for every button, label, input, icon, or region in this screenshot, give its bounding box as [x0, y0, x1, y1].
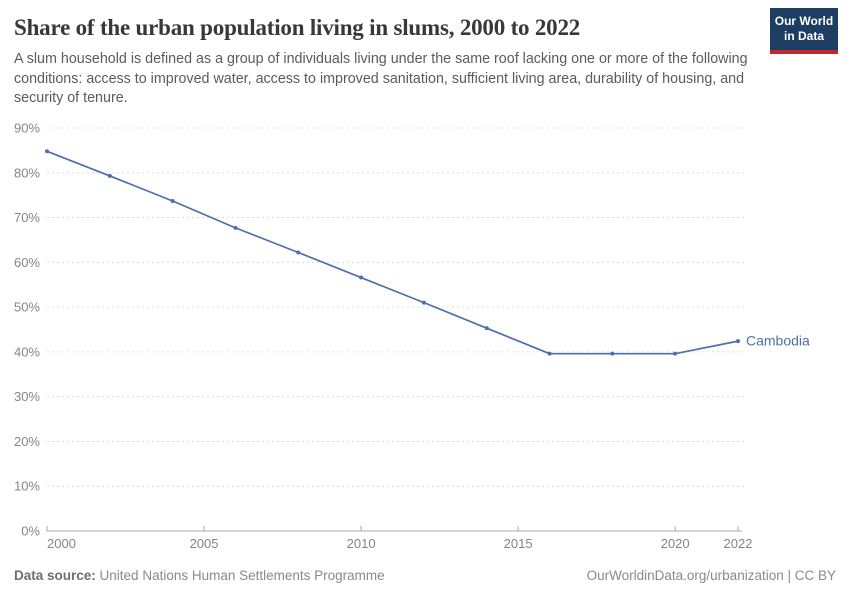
data-point — [421, 300, 426, 305]
license-note: OurWorldinData.org/urbanization | CC BY — [586, 568, 836, 583]
y-axis-label: 10% — [14, 479, 40, 494]
x-axis-label: 2000 — [47, 536, 76, 551]
y-axis-label: 40% — [14, 344, 40, 359]
owid-logo-red-bar — [770, 50, 838, 54]
chart-footer: Data source: United Nations Human Settle… — [14, 568, 836, 583]
owid-logo: Our World in Data — [770, 8, 838, 54]
y-axis-label: 20% — [14, 434, 40, 449]
data-source-value: United Nations Human Settlements Program… — [99, 568, 385, 583]
x-axis-label: 2015 — [504, 536, 533, 551]
series-end-label: Cambodia — [746, 333, 810, 349]
y-axis-label: 50% — [14, 300, 40, 315]
x-axis-label: 2022 — [724, 536, 753, 551]
data-point — [107, 173, 112, 178]
x-axis-label: 2005 — [190, 536, 219, 551]
data-point — [610, 351, 615, 356]
y-axis-label: 90% — [14, 121, 40, 136]
y-axis-label: 70% — [14, 210, 40, 225]
x-axis-label: 2010 — [347, 536, 376, 551]
chart-canvas: 0% 10% 20% 30% 40% 50% 60% 70% 80% 90% 2000 2005 201… — [14, 121, 810, 552]
owid-logo-line2: in Data — [783, 29, 824, 43]
chart-title: Share of the urban population living in … — [14, 15, 581, 40]
data-point — [170, 198, 175, 203]
y-axis-label: 80% — [14, 165, 40, 180]
y-axis-label: 0% — [21, 524, 40, 539]
data-source-note: Data source: United Nations Human Settle… — [14, 568, 385, 583]
data-point — [484, 326, 489, 331]
data-source-label: Data source: — [14, 568, 96, 583]
y-axis-label: 30% — [14, 389, 40, 404]
data-point — [547, 351, 552, 356]
data-point — [233, 225, 238, 230]
data-point — [673, 351, 678, 356]
data-point — [296, 250, 301, 255]
line-chart: 0% 10% 20% 30% 40% 50% 60% 70% 80% 90% 2000 2005 201… — [0, 115, 850, 560]
x-axis-label: 2020 — [661, 536, 690, 551]
owid-logo-box: Our World in Data — [770, 8, 838, 50]
chart-header: Share of the urban population living in … — [0, 0, 850, 108]
series-line — [46, 150, 739, 355]
owid-logo-line1: Our World — [774, 14, 834, 28]
y-axis-label: 60% — [14, 255, 40, 270]
data-point — [45, 149, 49, 154]
data-point — [736, 339, 740, 344]
chart-subtitle: A slum household is defined as a group o… — [14, 51, 748, 106]
data-point — [359, 275, 364, 280]
